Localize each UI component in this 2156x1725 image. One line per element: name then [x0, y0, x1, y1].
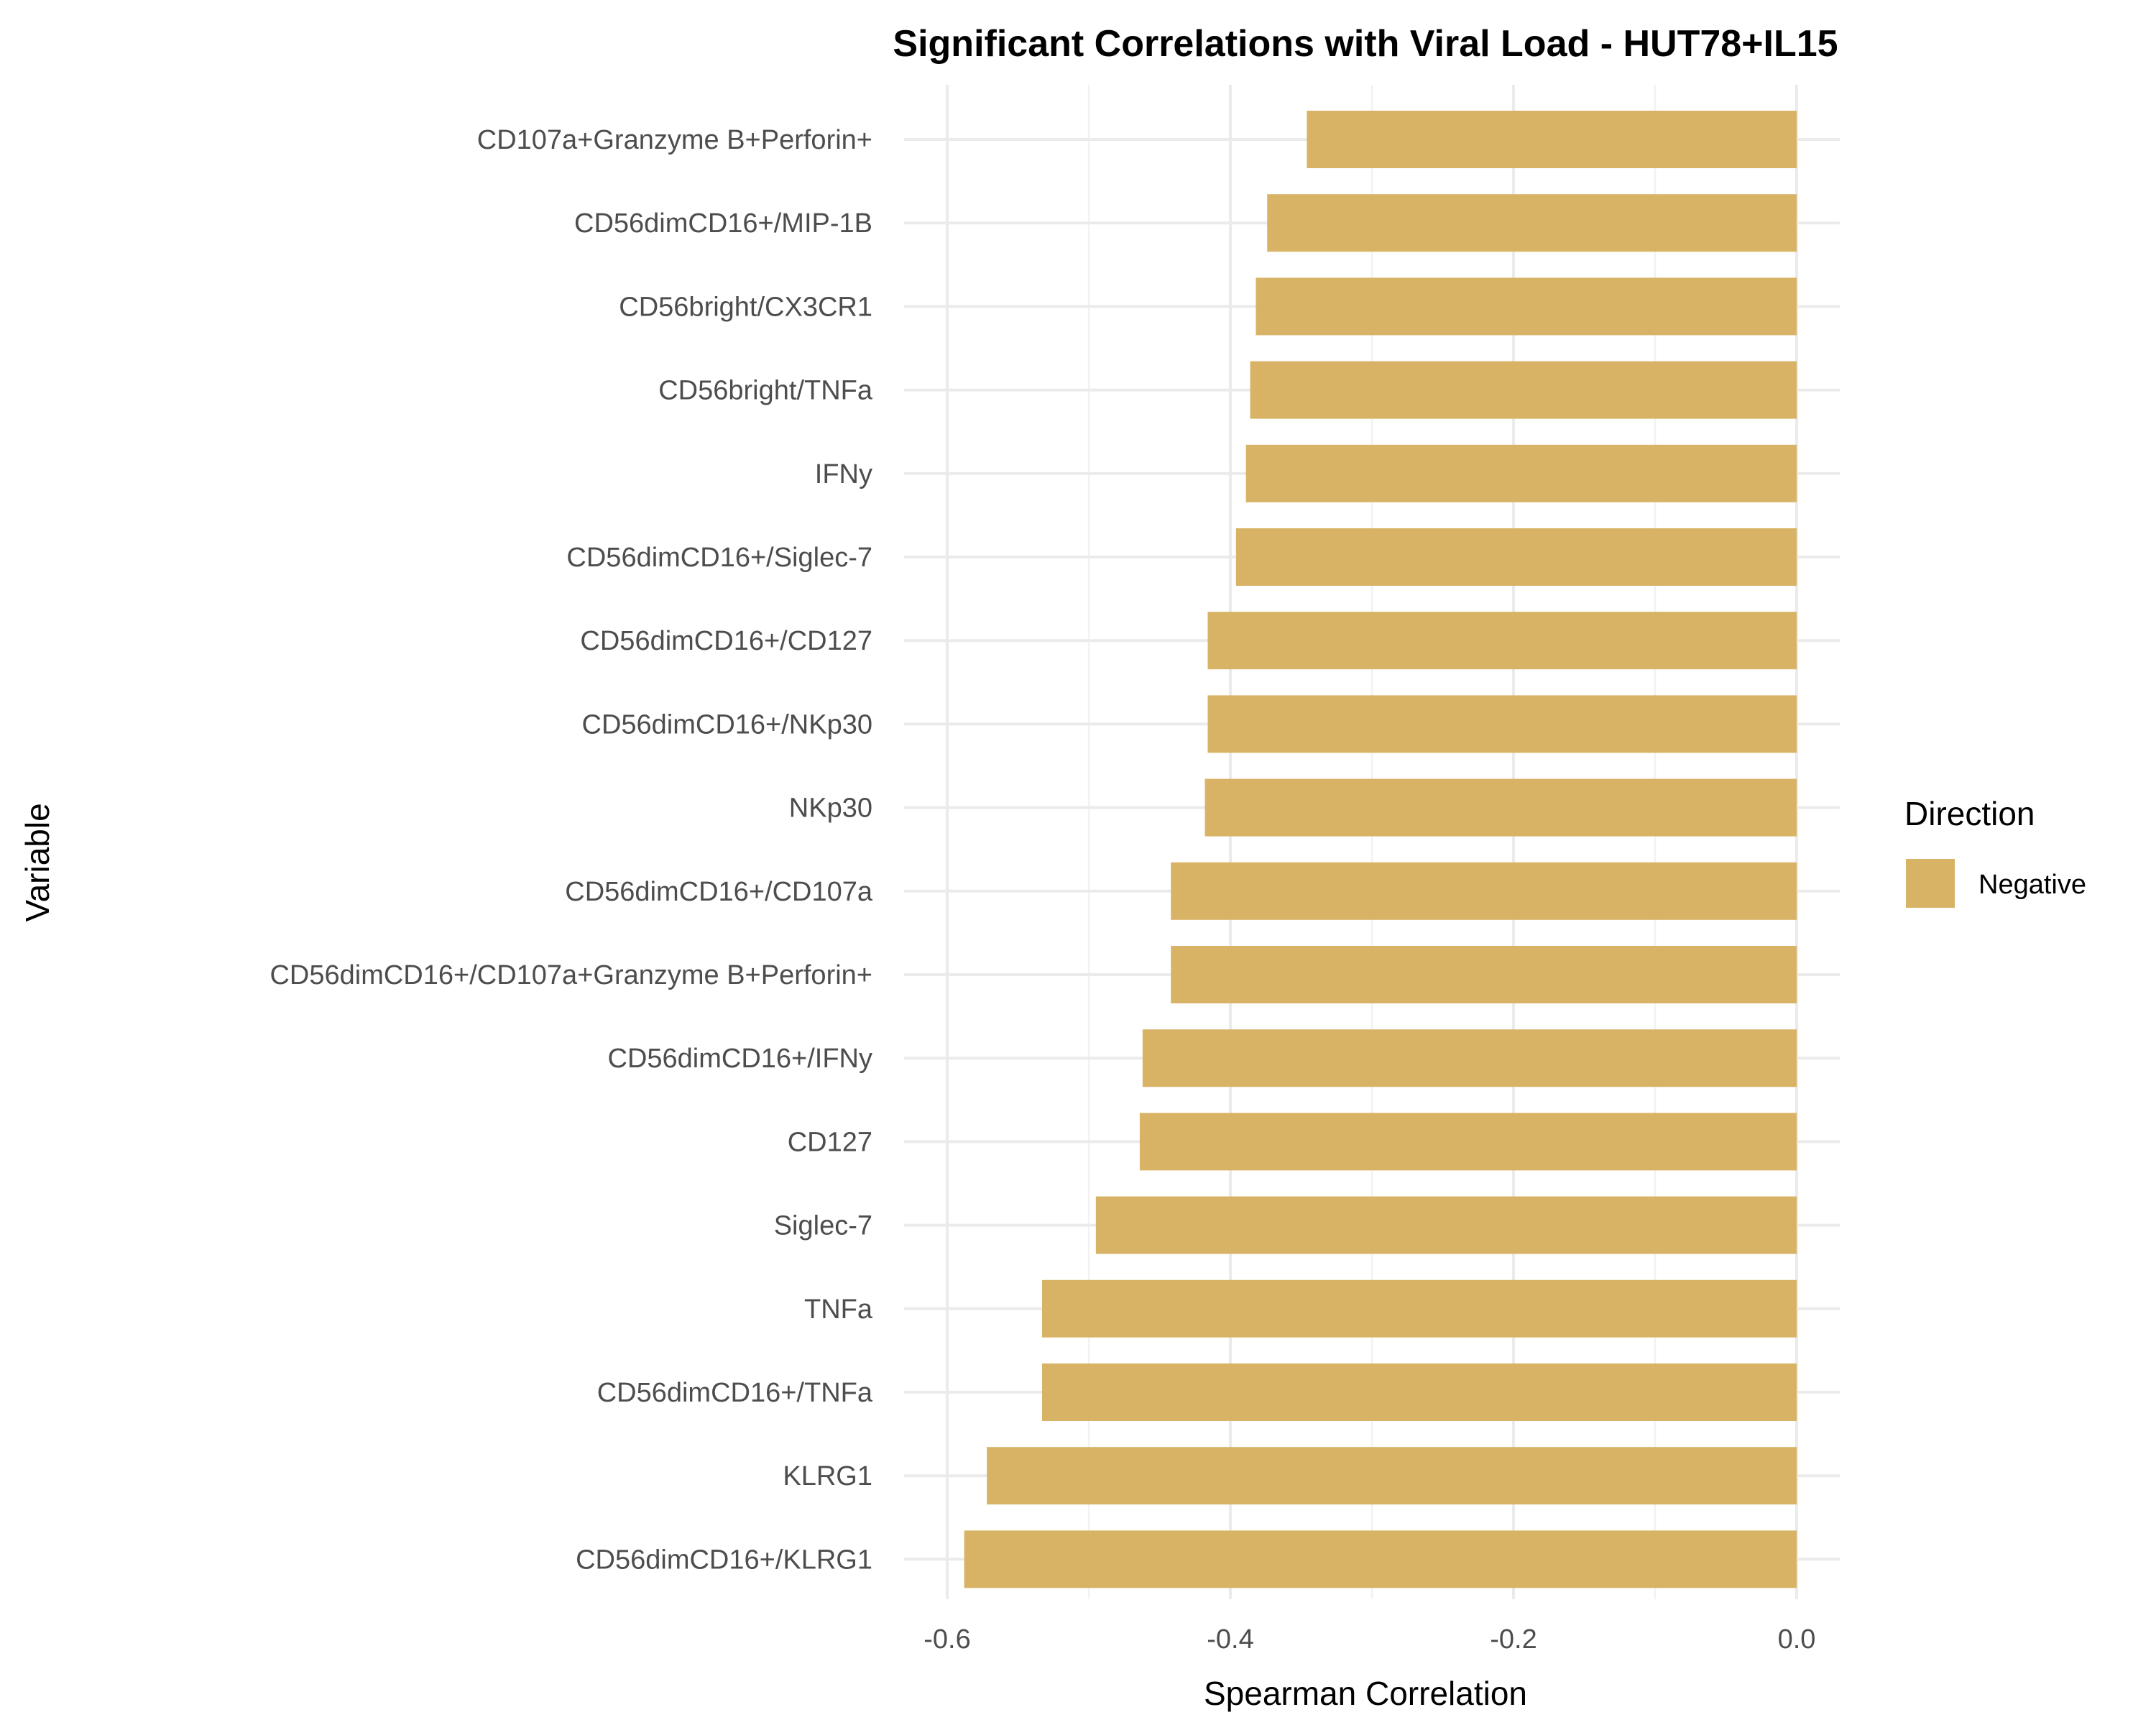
category-label: CD56dimCD16+/TNFa: [597, 1378, 873, 1408]
bar: [1095, 1196, 1797, 1254]
x-tick-label: -0.6: [923, 1624, 970, 1655]
category-label: CD56dimCD16+/CD107a: [565, 877, 873, 907]
bar: [1245, 444, 1797, 502]
bar: [1204, 778, 1797, 837]
category-label: CD56dimCD16+/CD107a+Granzyme B+Perforin+: [270, 960, 872, 990]
x-tick-label: 0.0: [1778, 1624, 1816, 1655]
bar: [1307, 111, 1797, 168]
category-label: CD56dimCD16+/IFNy: [608, 1044, 873, 1074]
chart-title: Significant Correlations with Viral Load…: [893, 23, 1838, 65]
category-label: KLRG1: [783, 1461, 872, 1491]
bar: [1256, 277, 1797, 336]
legend-key-negative: [1906, 859, 1955, 908]
category-labels: CD107a+Granzyme B+Perforin+ CD56dimCD16+/…: [270, 125, 872, 1575]
x-axis-label: Spearman Correlation: [1204, 1675, 1527, 1712]
bar: [1139, 1113, 1797, 1171]
x-tick-label: -0.2: [1490, 1624, 1537, 1655]
bar: [964, 1530, 1797, 1588]
category-label: CD56dimCD16+/CD127: [580, 626, 872, 656]
category-label: NKp30: [789, 794, 872, 824]
x-tick-labels: -0.6 -0.4 -0.2 0.0: [923, 1624, 1815, 1655]
bar: [1207, 695, 1797, 753]
category-label: CD56dimCD16+/Siglec-7: [566, 543, 872, 573]
category-label: CD127: [788, 1127, 872, 1157]
y-axis-label: Variable: [19, 803, 56, 921]
bar: [1250, 361, 1797, 419]
category-label: CD107a+Granzyme B+Perforin+: [477, 125, 872, 155]
category-label: CD56bright/CX3CR1: [619, 292, 872, 322]
bar: [1041, 1363, 1797, 1421]
bars: [964, 111, 1797, 1588]
category-label: Siglec-7: [774, 1211, 872, 1241]
x-tick-label: -0.4: [1207, 1624, 1253, 1655]
bar: [1171, 862, 1797, 920]
bar: [1142, 1029, 1797, 1087]
category-label: CD56bright/TNFa: [658, 376, 873, 406]
bar: [987, 1447, 1797, 1505]
category-label: CD56dimCD16+/NKp30: [582, 709, 872, 740]
category-label: IFNy: [815, 459, 872, 489]
bar: [1207, 612, 1797, 670]
category-label: CD56dimCD16+/MIP-1B: [574, 208, 872, 239]
category-label: TNFa: [804, 1294, 873, 1325]
legend-title: Direction: [1904, 795, 2035, 832]
legend-label-negative: Negative: [1978, 870, 2086, 900]
category-label: CD56dimCD16+/KLRG1: [576, 1545, 872, 1575]
bar: [1171, 946, 1797, 1003]
bar: [1235, 528, 1797, 586]
bar: [1041, 1279, 1797, 1338]
legend: Direction Negative: [1904, 795, 2086, 908]
bar: [1267, 194, 1797, 252]
